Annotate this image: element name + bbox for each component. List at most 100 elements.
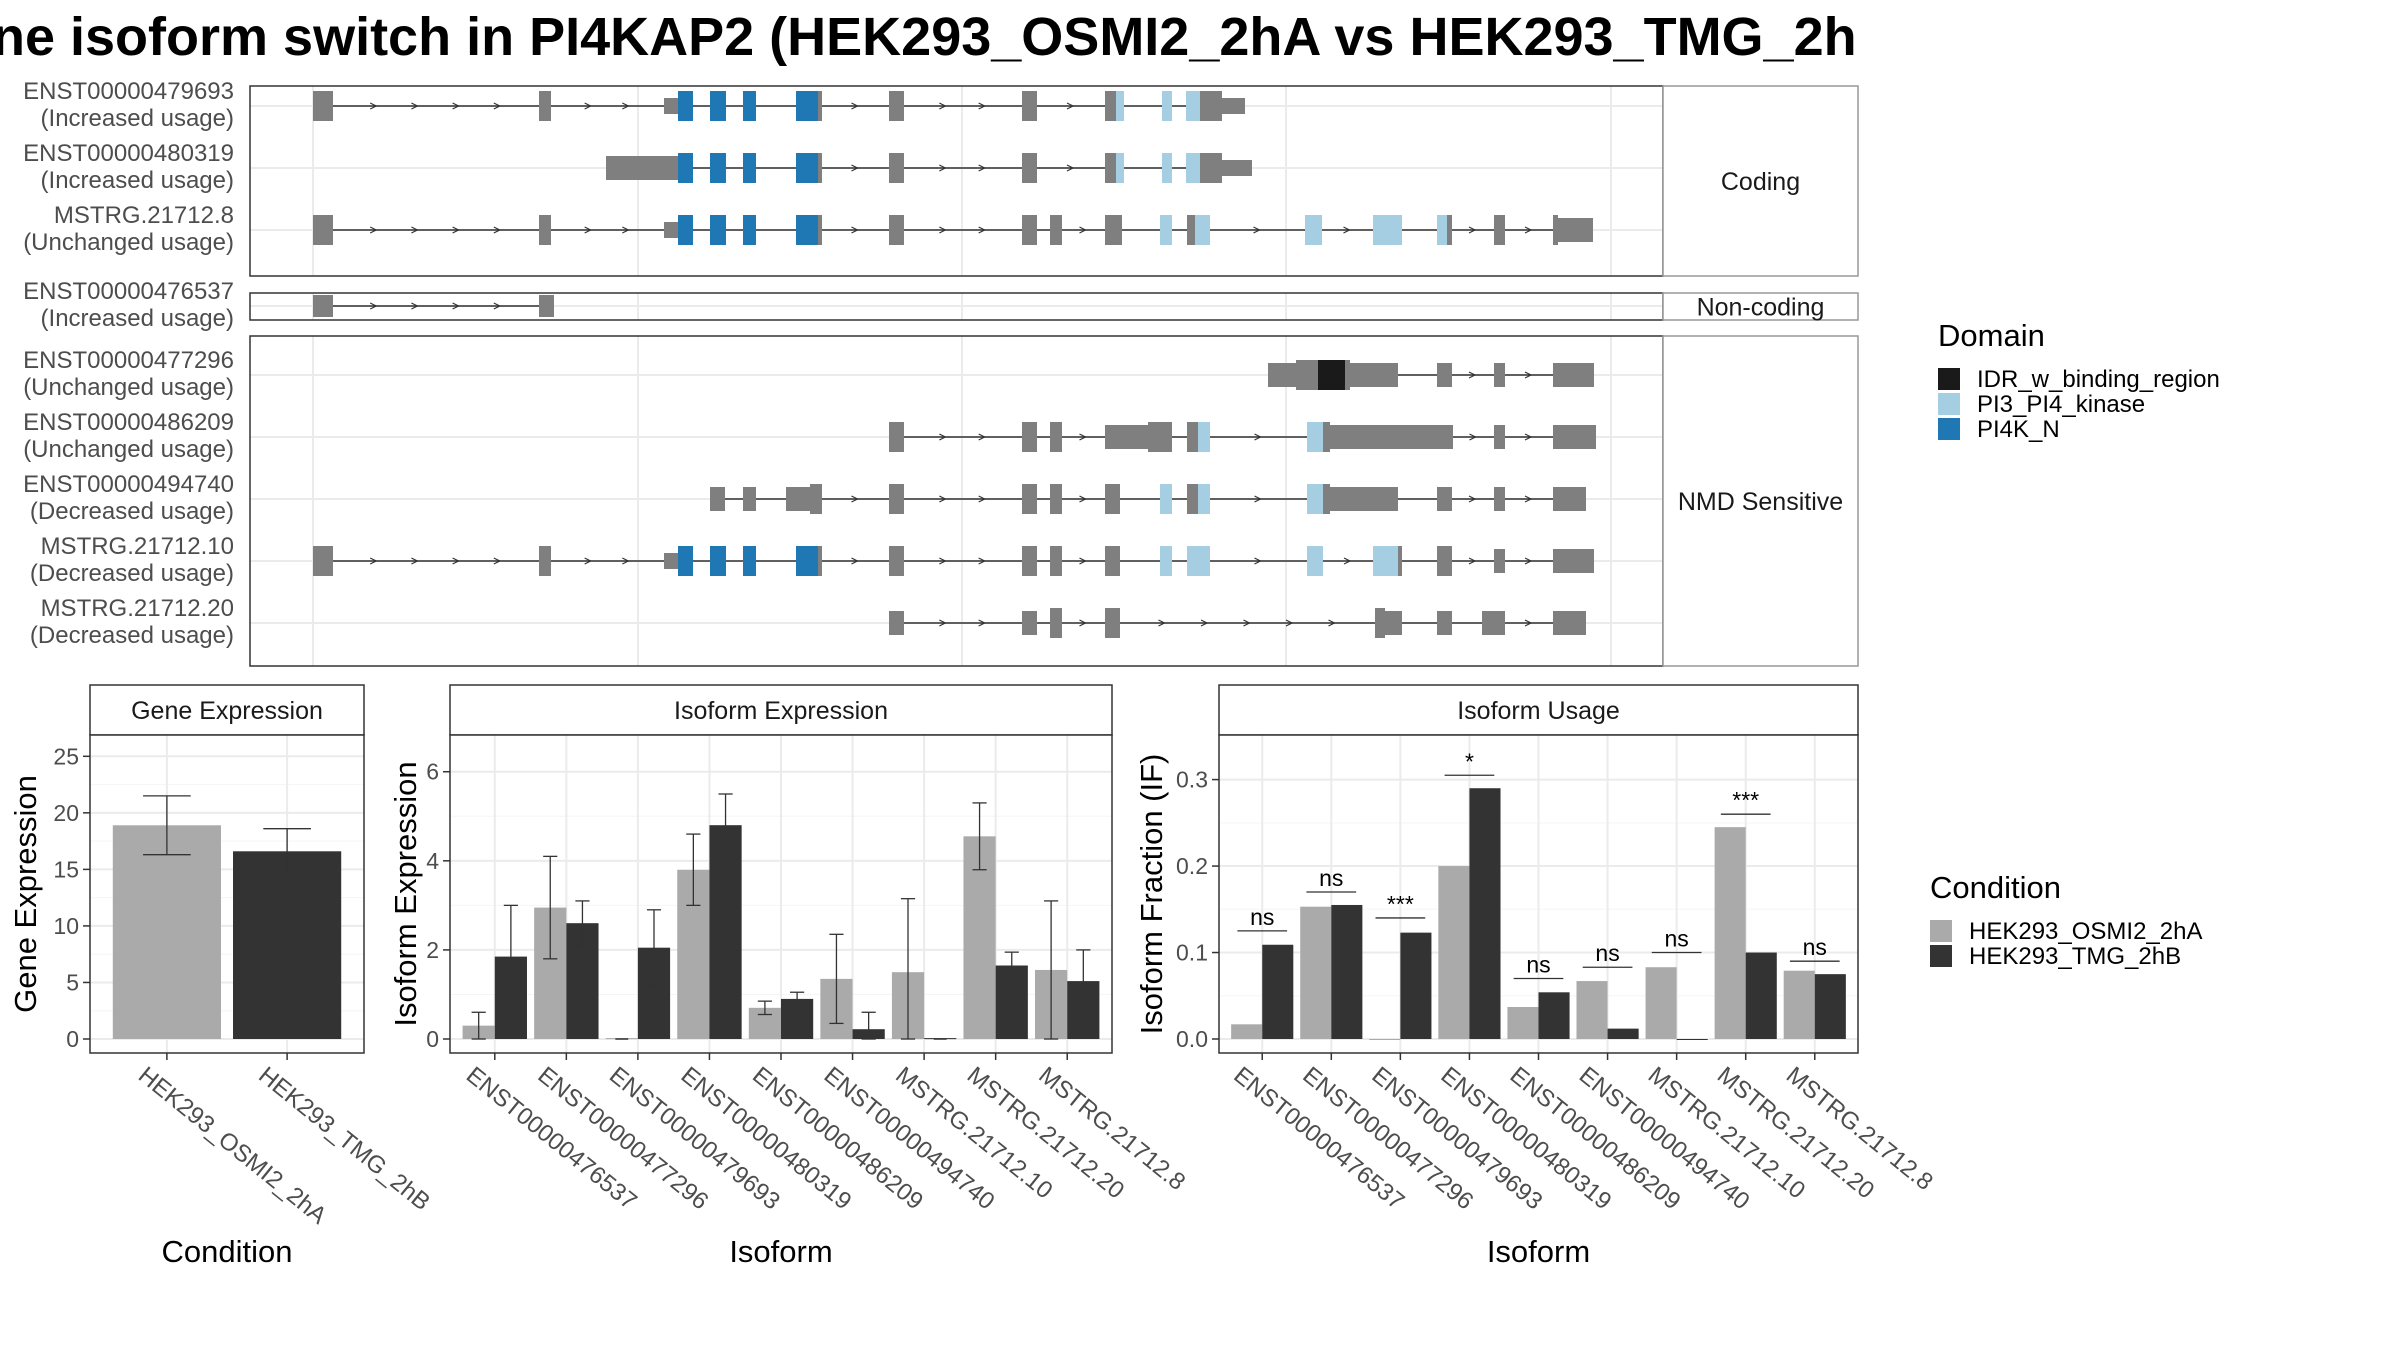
y-tick-label: 0 <box>426 1026 439 1052</box>
intron-arrow <box>493 226 502 234</box>
exon <box>1025 615 1032 631</box>
intron-arrow <box>584 226 593 234</box>
exon <box>1323 422 1330 452</box>
exon <box>889 611 904 635</box>
structure-panel-bg <box>250 86 1663 276</box>
significance-label: ns <box>1250 904 1274 930</box>
exon <box>1116 153 1124 183</box>
y-tick-label: 0.3 <box>1176 767 1208 793</box>
exon <box>1162 91 1172 121</box>
exon <box>1105 546 1120 576</box>
intron-arrow <box>851 164 859 172</box>
bar <box>1676 1039 1708 1040</box>
exon <box>1494 549 1505 573</box>
chart-strip <box>89 684 365 736</box>
intron-arrow <box>1469 433 1477 441</box>
intron-arrow <box>851 226 859 234</box>
exon <box>1200 153 1222 183</box>
exon <box>1553 549 1594 573</box>
y-tick-label: 25 <box>53 743 79 769</box>
intron-arrow <box>978 102 987 110</box>
intron-arrow <box>1524 371 1533 379</box>
exon <box>1323 484 1330 514</box>
intron-arrow <box>1468 557 1477 565</box>
y-tick-label: 10 <box>53 913 79 939</box>
exon <box>710 215 726 245</box>
isoform-track <box>889 422 1596 452</box>
intron-arrow <box>369 226 378 234</box>
y-tick-label: 0 <box>66 1026 79 1052</box>
isoform-usage-label: (Unchanged usage) <box>23 374 234 401</box>
y-axis-title: Isoform Fraction (IF) <box>1134 754 1169 1035</box>
exon <box>1437 611 1452 635</box>
condition-legend-label: HEK293_TMG_2hB <box>1969 943 2181 970</box>
isoform-id-label: ENST00000477296 <box>23 347 234 374</box>
bar <box>1300 906 1332 1039</box>
exon <box>1198 484 1210 514</box>
exon <box>1307 546 1323 576</box>
intron-arrow <box>452 226 460 234</box>
intron-arrow <box>939 619 947 627</box>
exon <box>1553 363 1594 387</box>
exon <box>1116 91 1124 121</box>
intron-arrow <box>1079 226 1087 234</box>
bar <box>1262 944 1294 1039</box>
chart-title: Gene Expression <box>131 697 323 725</box>
bar-charts: Gene Expression0510152025HEK293_OSMI2_2h… <box>8 684 1938 1269</box>
exon <box>1050 608 1062 638</box>
isoform-id-label: MSTRG.21712.8 <box>54 202 234 229</box>
exon <box>1187 422 1198 452</box>
isoform-track <box>889 608 1586 638</box>
intron-arrow <box>978 433 987 441</box>
intron-arrow <box>622 557 630 565</box>
intron-arrow <box>939 164 947 172</box>
exon <box>818 91 822 121</box>
x-axis-title: Isoform <box>729 1234 832 1269</box>
structure-strip-label: NMD Sensitive <box>1678 488 1843 516</box>
exon <box>606 156 678 180</box>
intron-arrow <box>939 495 947 503</box>
intron-arrow <box>1343 226 1351 234</box>
bar <box>1745 952 1777 1039</box>
exon <box>313 215 333 245</box>
intron-arrow <box>584 102 593 110</box>
intron-arrow <box>411 226 419 234</box>
intron-arrow <box>978 557 987 565</box>
intron-arrow <box>622 226 630 234</box>
bar <box>1331 904 1363 1039</box>
exon <box>1437 363 1452 387</box>
intron-arrow <box>493 302 502 310</box>
domain-legend-label: PI3_PI4_kinase <box>1977 391 2145 418</box>
exon <box>313 546 333 576</box>
exon <box>710 546 726 576</box>
isoform-id-label: MSTRG.21712.20 <box>41 595 234 622</box>
exon <box>1050 546 1062 576</box>
isoform-usage-label: (Increased usage) <box>41 105 234 132</box>
chart-title: Isoform Expression <box>674 697 888 725</box>
intron-arrow <box>411 302 419 310</box>
exon <box>818 215 822 245</box>
intron-arrow <box>369 557 378 565</box>
exon <box>1186 153 1200 183</box>
isoform-usage-label: (Unchanged usage) <box>23 229 234 256</box>
intron-arrow <box>851 102 859 110</box>
exon <box>796 546 818 576</box>
exon <box>818 153 822 183</box>
y-tick-label: 0.2 <box>1176 853 1208 879</box>
condition-legend-swatch <box>1930 920 1952 942</box>
exon <box>539 546 551 576</box>
isoform-usage-label: (Decreased usage) <box>30 498 234 525</box>
chart-panel: Isoform Expression0246ENST00000476537ENS… <box>388 684 1190 1269</box>
structure-strip-label: Non-coding <box>1697 294 1825 322</box>
bar <box>1576 981 1608 1039</box>
exon <box>1330 487 1398 511</box>
exon <box>889 91 904 121</box>
intron-arrow <box>369 102 378 110</box>
significance-label: ns <box>1526 951 1550 977</box>
exon <box>1553 425 1596 449</box>
significance-label: ns <box>1319 865 1343 891</box>
isoform-id-label: ENST00000480319 <box>23 140 234 167</box>
intron-arrow <box>978 619 987 627</box>
bar <box>1469 788 1501 1039</box>
